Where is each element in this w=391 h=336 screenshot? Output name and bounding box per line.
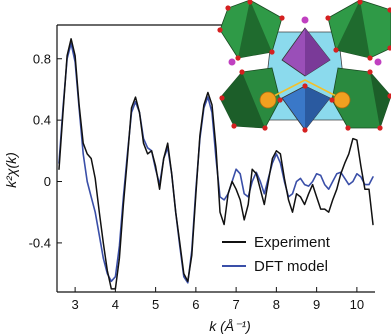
y-axis-label: k²χ(k) bbox=[3, 152, 19, 188]
atom-pink-left bbox=[228, 58, 236, 66]
x-tick-label: 7 bbox=[233, 297, 240, 312]
bond-lines bbox=[269, 79, 341, 99]
series-experiment-line bbox=[58, 38, 374, 290]
octahedron-top-right-shade bbox=[336, 0, 370, 58]
atom-orange-left bbox=[259, 91, 277, 109]
atom-pink-right bbox=[374, 58, 382, 66]
y-tick-label: 0.8 bbox=[33, 51, 51, 66]
blue-pyramid-shade bbox=[305, 86, 330, 130]
atom-red-group bbox=[217, 0, 391, 133]
x-axis: 3 4 5 6 7 8 9 10 bbox=[71, 287, 364, 312]
x-tick-label: 10 bbox=[350, 297, 364, 312]
x-tick-label: 6 bbox=[192, 297, 199, 312]
x-axis-label: k (Å⁻¹) bbox=[209, 318, 251, 334]
octahedron-top-left-shade bbox=[238, 0, 272, 58]
atom-orange-right bbox=[333, 91, 351, 109]
crystal-structure-inset bbox=[217, 0, 391, 133]
series-group bbox=[58, 38, 374, 290]
plot-frame bbox=[56, 24, 375, 293]
y-tick-label: 0.4 bbox=[33, 113, 51, 128]
y-axis: 0.8 0.4 0 -0.4 bbox=[29, 51, 62, 250]
y-tick-label: -0.4 bbox=[29, 235, 51, 250]
legend: Experiment DFT model bbox=[222, 234, 331, 275]
x-tick-label: 9 bbox=[313, 297, 320, 312]
x-tick-label: 8 bbox=[273, 297, 280, 312]
octahedron-bottom-right-shade bbox=[370, 72, 391, 128]
y-tick-label: 0 bbox=[44, 174, 51, 189]
purple-pyramid-shade bbox=[305, 28, 330, 76]
legend-label: Experiment bbox=[254, 234, 331, 251]
x-tick-label: 3 bbox=[71, 297, 78, 312]
legend-label: DFT model bbox=[254, 258, 328, 275]
x-tick-label: 5 bbox=[152, 297, 159, 312]
octahedron-bottom-left-shade bbox=[220, 72, 265, 128]
x-tick-label: 4 bbox=[112, 297, 119, 312]
atom-pink-top bbox=[301, 16, 309, 24]
